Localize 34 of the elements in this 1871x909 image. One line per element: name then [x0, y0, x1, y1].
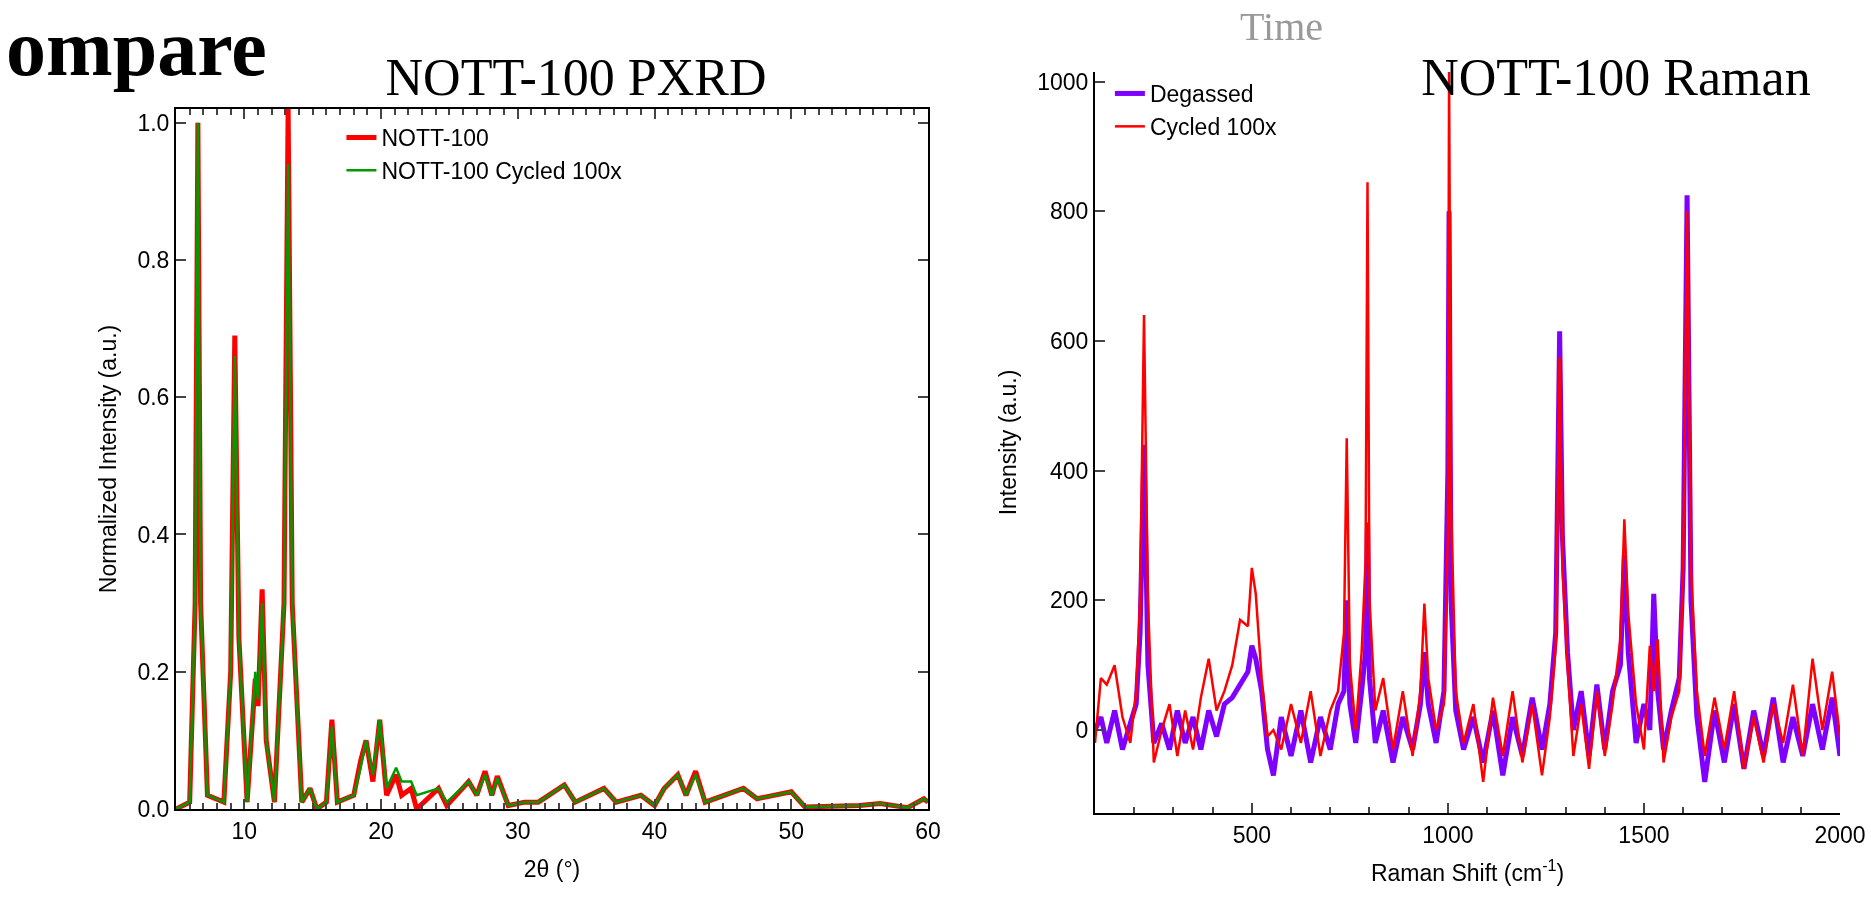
y-tick-label: 0.8 — [137, 247, 170, 274]
y-tick-label: 0.6 — [137, 384, 170, 411]
y-tick-label: 0.2 — [137, 658, 170, 685]
chart-title: NOTT-100 Raman — [1421, 49, 1811, 107]
x-tick-label: 30 — [505, 817, 531, 844]
y-tick-label: 400 — [1050, 457, 1089, 484]
legend-label: Cycled 100x — [1149, 114, 1277, 141]
x-tick-label: 10 — [231, 817, 258, 844]
x-tick-label: 1000 — [1422, 821, 1474, 848]
y-tick-label: 1000 — [1037, 68, 1089, 95]
text: ompare — [6, 4, 267, 92]
chart-title: NOTT-100 PXRD — [385, 49, 767, 107]
y-axis-title: Normalized Intensity (a.u.) — [95, 324, 122, 594]
y-axis-title: Intensity (a.u.) — [995, 369, 1022, 516]
legend-label: Degassed — [1149, 81, 1254, 108]
x-axis-title: Raman Shift (cm$^{-1}$) — [1370, 856, 1565, 886]
x-tick-label: 50 — [778, 817, 805, 844]
y-tick-label: 0.4 — [137, 521, 170, 548]
x-tick-label: 40 — [641, 817, 668, 844]
x-tick-label: 20 — [368, 817, 394, 844]
x-tick-label: 500 — [1232, 821, 1272, 848]
y-tick-label: 800 — [1050, 198, 1089, 225]
y-tick-label: 1.0 — [137, 109, 170, 136]
y-tick-label: 0.0 — [137, 796, 170, 823]
x-tick-label: 1500 — [1618, 821, 1670, 848]
legend-label: NOTT-100 — [381, 125, 489, 152]
x-tick-label: 60 — [915, 817, 941, 844]
y-tick-label: 200 — [1050, 587, 1089, 614]
y-tick-label: 0 — [1075, 717, 1089, 744]
y-tick-label: 600 — [1050, 328, 1089, 355]
text: Time — [1240, 4, 1324, 49]
legend-label: NOTT-100 Cycled 100x — [381, 158, 623, 185]
x-tick-label: 2000 — [1814, 821, 1866, 848]
x-axis-title: 2θ (°) — [523, 855, 581, 882]
